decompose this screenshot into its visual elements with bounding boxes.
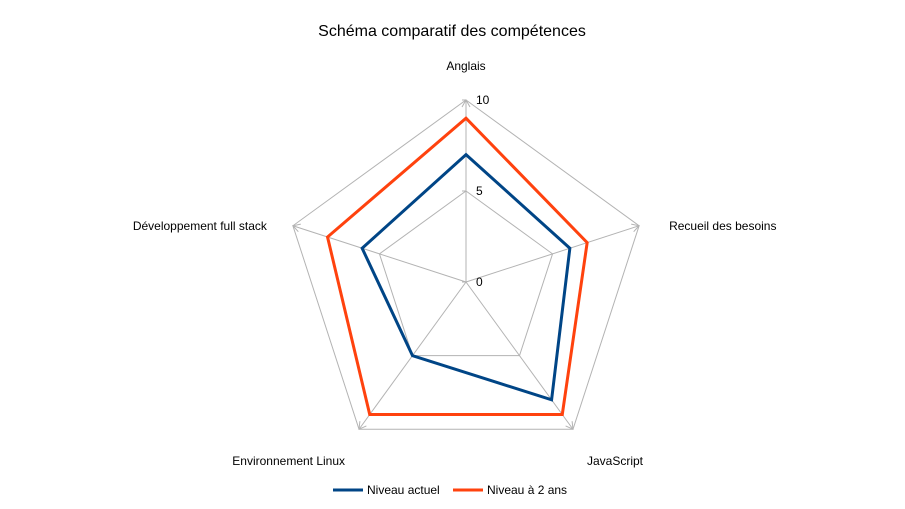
spoke-arrow bbox=[631, 223, 641, 233]
category-label: Développement full stack bbox=[133, 219, 268, 233]
series-lines bbox=[325, 116, 589, 417]
spoke-line bbox=[465, 225, 640, 283]
radial-tick-labels: 0 5 10 bbox=[462, 93, 490, 289]
legend: Niveau actuel Niveau à 2 ans bbox=[333, 483, 567, 497]
grid-ring-10 bbox=[292, 99, 640, 430]
tick-label-0: 0 bbox=[476, 275, 483, 289]
tick-label-5: 5 bbox=[476, 184, 483, 198]
category-label: JavaScript bbox=[587, 454, 644, 468]
spoke-arrow bbox=[291, 223, 301, 233]
category-labels: Anglais Recueil des besoins JavaScript Envi… bbox=[133, 59, 777, 468]
spoke-line bbox=[292, 225, 467, 283]
legend-label-2: Niveau à 2 ans bbox=[487, 483, 567, 497]
spoke-line bbox=[465, 281, 574, 430]
category-label: Anglais bbox=[446, 59, 485, 73]
spoke-arrow bbox=[565, 421, 574, 431]
radar-grid bbox=[291, 98, 641, 431]
spoke-arrow bbox=[358, 421, 367, 431]
grid-ring-5 bbox=[378, 190, 554, 357]
category-label: Environnement Linux bbox=[232, 454, 345, 468]
chart-title: Schéma comparatif des compétences bbox=[318, 23, 586, 40]
series-line-2 bbox=[325, 116, 589, 417]
category-label: Recueil des besoins bbox=[669, 219, 776, 233]
tick-label-10: 10 bbox=[476, 93, 490, 107]
legend-label-1: Niveau actuel bbox=[367, 483, 440, 497]
series-line-1 bbox=[360, 152, 572, 402]
